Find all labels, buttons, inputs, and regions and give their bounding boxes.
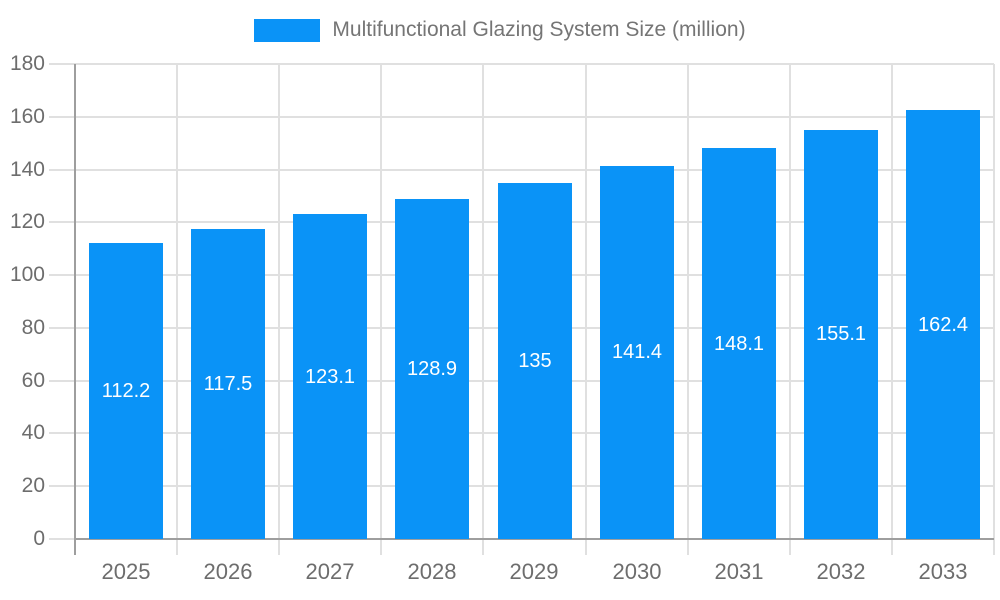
bar-value-label: 128.9 bbox=[406, 358, 458, 380]
x-tick-label: 2031 bbox=[714, 559, 764, 584]
y-gridline bbox=[49, 63, 994, 65]
bar-2032[interactable] bbox=[804, 130, 878, 539]
bar-value-label: 148.1 bbox=[713, 333, 765, 355]
bar-value-label: 117.5 bbox=[203, 373, 253, 395]
y-tick-label: 180 bbox=[9, 52, 45, 75]
legend-color-swatch bbox=[254, 18, 321, 42]
y-gridline bbox=[49, 538, 75, 540]
x-gridline bbox=[380, 64, 382, 555]
x-gridline bbox=[891, 64, 893, 555]
y-tick-label: 100 bbox=[9, 263, 45, 286]
bar-2029[interactable] bbox=[498, 183, 572, 539]
bar-2030[interactable] bbox=[600, 166, 674, 539]
bar-value-label: 135 bbox=[518, 350, 552, 372]
x-gridline bbox=[278, 64, 280, 555]
x-tick-label: 2025 bbox=[101, 559, 151, 584]
x-axis-line bbox=[75, 538, 994, 540]
bar-value-label: 112.2 bbox=[101, 380, 151, 402]
bar-2026[interactable] bbox=[191, 229, 265, 539]
bar-value-label: 162.4 bbox=[917, 314, 969, 336]
y-axis-line bbox=[74, 64, 76, 555]
bar-value-label: 155.1 bbox=[815, 323, 867, 345]
x-gridline bbox=[687, 64, 689, 555]
y-tick-label: 140 bbox=[9, 158, 45, 181]
x-tick-label: 2033 bbox=[918, 559, 968, 584]
y-tick-label: 120 bbox=[9, 210, 45, 233]
x-gridline bbox=[482, 64, 484, 555]
chart-legend: Multifunctional Glazing System Size (mil… bbox=[0, 18, 1000, 42]
bar-2027[interactable] bbox=[293, 214, 367, 539]
y-gridline bbox=[49, 116, 994, 118]
bar-value-label: 123.1 bbox=[304, 366, 356, 388]
y-tick-label: 0 bbox=[33, 527, 45, 550]
y-tick-label: 40 bbox=[21, 421, 45, 444]
y-tick-label: 20 bbox=[21, 474, 45, 497]
bar-value-label: 141.4 bbox=[611, 341, 663, 363]
x-tick-label: 2026 bbox=[203, 559, 253, 584]
x-tick-label: 2027 bbox=[305, 559, 355, 584]
bar-2025[interactable] bbox=[89, 243, 163, 539]
x-gridline bbox=[789, 64, 791, 555]
bar-2031[interactable] bbox=[702, 148, 776, 539]
y-tick-label: 80 bbox=[21, 316, 45, 339]
x-gridline bbox=[176, 64, 178, 555]
y-gridline bbox=[49, 169, 994, 171]
y-tick-label: 60 bbox=[21, 369, 45, 392]
y-tick-label: 160 bbox=[9, 105, 45, 128]
bar-2028[interactable] bbox=[395, 199, 469, 539]
x-tick-label: 2030 bbox=[612, 559, 662, 584]
legend-series-label: Multifunctional Glazing System Size (mil… bbox=[332, 18, 746, 41]
x-gridline bbox=[993, 64, 995, 555]
x-gridline bbox=[585, 64, 587, 555]
bar-2033[interactable] bbox=[906, 110, 980, 539]
x-tick-label: 2028 bbox=[407, 559, 457, 584]
x-tick-label: 2029 bbox=[509, 559, 559, 584]
x-tick-label: 2032 bbox=[816, 559, 866, 584]
